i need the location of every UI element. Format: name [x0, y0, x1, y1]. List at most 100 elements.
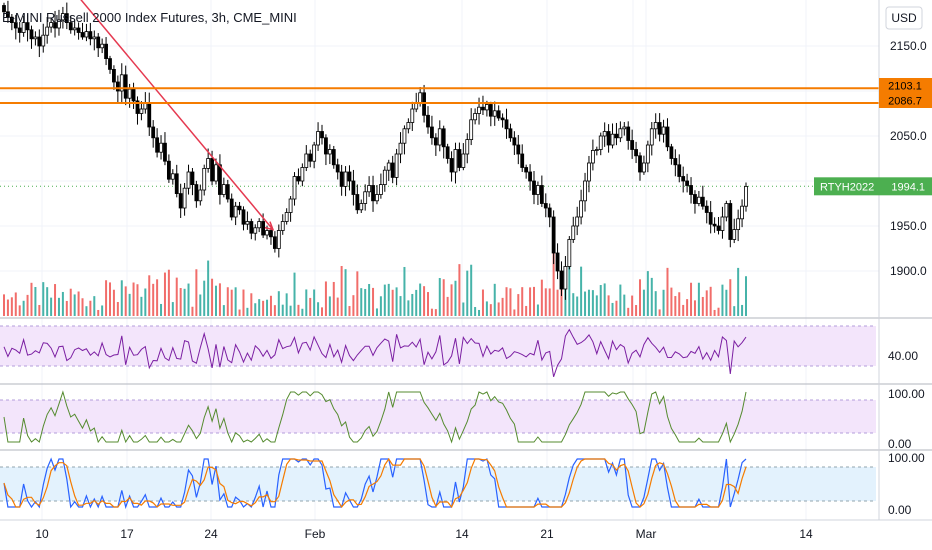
- candle-body[interactable]: [41, 34, 46, 47]
- candle-body[interactable]: [64, 13, 69, 24]
- candle-body[interactable]: [347, 171, 352, 182]
- candle-body[interactable]: [375, 194, 379, 202]
- candle-body[interactable]: [92, 36, 97, 40]
- candle-body[interactable]: [693, 194, 697, 204]
- candle-body[interactable]: [308, 153, 313, 162]
- oscillator-line[interactable]: [3, 390, 747, 444]
- candle-body[interactable]: [76, 27, 81, 33]
- candle-body[interactable]: [445, 146, 450, 159]
- candle-body[interactable]: [2, 5, 6, 13]
- candle-body[interactable]: [104, 43, 108, 60]
- candle-body[interactable]: [736, 218, 741, 231]
- candle-body[interactable]: [363, 191, 368, 204]
- candle-body[interactable]: [68, 22, 73, 31]
- candle-body[interactable]: [237, 205, 242, 211]
- candle-body[interactable]: [622, 126, 627, 130]
- candle-body[interactable]: [618, 128, 623, 139]
- candle-body[interactable]: [426, 114, 430, 128]
- candle-body[interactable]: [359, 203, 364, 211]
- rsi-line[interactable]: [3, 328, 747, 377]
- candle-body[interactable]: [536, 185, 540, 195]
- candle-body[interactable]: [508, 128, 513, 139]
- candle-body[interactable]: [422, 92, 426, 116]
- stochastic-d-line[interactable]: [3, 457, 747, 509]
- candle-body[interactable]: [559, 270, 564, 290]
- candle-body[interactable]: [602, 131, 607, 137]
- candle-body[interactable]: [13, 22, 18, 29]
- candle-body[interactable]: [677, 164, 682, 177]
- candle-body[interactable]: [25, 22, 30, 31]
- candle-body[interactable]: [9, 16, 14, 24]
- candle-body[interactable]: [198, 189, 203, 202]
- candle-body[interactable]: [481, 106, 485, 111]
- candle-body[interactable]: [587, 162, 591, 182]
- candle-body[interactable]: [469, 119, 474, 141]
- candle-body[interactable]: [127, 88, 132, 99]
- candle-body[interactable]: [524, 167, 529, 173]
- candle-body[interactable]: [304, 153, 309, 168]
- candle-body[interactable]: [57, 19, 61, 29]
- candle-body[interactable]: [441, 128, 446, 148]
- candle-body[interactable]: [689, 185, 693, 195]
- candle-body[interactable]: [673, 158, 678, 166]
- candle-body[interactable]: [174, 173, 179, 195]
- candle-body[interactable]: [194, 184, 199, 202]
- candle-body[interactable]: [642, 162, 646, 173]
- candle-body[interactable]: [155, 137, 160, 153]
- candle-body[interactable]: [190, 171, 195, 185]
- candle-body[interactable]: [355, 194, 360, 211]
- candle-body[interactable]: [45, 26, 50, 36]
- candle-body[interactable]: [371, 185, 375, 202]
- candle-body[interactable]: [649, 128, 654, 146]
- candle-body[interactable]: [84, 31, 89, 38]
- candle-body[interactable]: [398, 142, 403, 155]
- candle-body[interactable]: [700, 196, 705, 207]
- candle-body[interactable]: [378, 184, 383, 195]
- candle-body[interactable]: [504, 119, 509, 130]
- candle-body[interactable]: [665, 126, 670, 148]
- candle-body[interactable]: [343, 171, 348, 187]
- candle-body[interactable]: [594, 149, 599, 151]
- candle-body[interactable]: [575, 216, 580, 227]
- candle-body[interactable]: [457, 149, 462, 168]
- candle-body[interactable]: [21, 22, 26, 33]
- candle-body[interactable]: [484, 104, 489, 111]
- candle-body[interactable]: [696, 196, 701, 204]
- candle-body[interactable]: [461, 153, 466, 168]
- candle-body[interactable]: [477, 106, 481, 114]
- candle-body[interactable]: [17, 27, 22, 33]
- candle-body[interactable]: [261, 221, 266, 236]
- trendline[interactable]: [44, 0, 274, 231]
- candle-body[interactable]: [49, 22, 54, 28]
- candle-body[interactable]: [60, 13, 65, 21]
- candle-body[interactable]: [728, 203, 733, 240]
- candle-body[interactable]: [657, 122, 662, 135]
- candle-body[interactable]: [669, 146, 674, 159]
- candle-body[interactable]: [492, 110, 497, 117]
- candle-body[interactable]: [532, 180, 536, 195]
- candle-body[interactable]: [241, 209, 246, 225]
- candle-body[interactable]: [598, 135, 603, 150]
- oscillator-pane[interactable]: [0, 390, 876, 444]
- candle-body[interactable]: [339, 171, 344, 187]
- candle-body[interactable]: [453, 149, 458, 173]
- candle-body[interactable]: [653, 122, 658, 130]
- candle-body[interactable]: [288, 198, 293, 213]
- candle-body[interactable]: [547, 207, 552, 218]
- candle-body[interactable]: [312, 144, 317, 162]
- price-axis[interactable]: 2150.0 2050.0 1950.0 1900.0: [890, 39, 927, 278]
- candle-body[interactable]: [265, 230, 269, 236]
- candle-body[interactable]: [119, 74, 124, 92]
- candle-body[interactable]: [229, 198, 234, 218]
- candle-body[interactable]: [147, 103, 152, 128]
- candle-body[interactable]: [661, 126, 666, 135]
- candle-body[interactable]: [406, 122, 411, 130]
- candle-body[interactable]: [414, 103, 419, 110]
- candle-body[interactable]: [563, 266, 568, 290]
- candle-body[interactable]: [100, 43, 105, 49]
- candle-body[interactable]: [327, 149, 332, 155]
- candle-body[interactable]: [685, 180, 690, 186]
- stochastic-pane[interactable]: [0, 457, 876, 510]
- candle-body[interactable]: [280, 221, 285, 231]
- symbol-title[interactable]: E-MINI Russell 2000 Index Futures, 3h, C…: [2, 10, 297, 25]
